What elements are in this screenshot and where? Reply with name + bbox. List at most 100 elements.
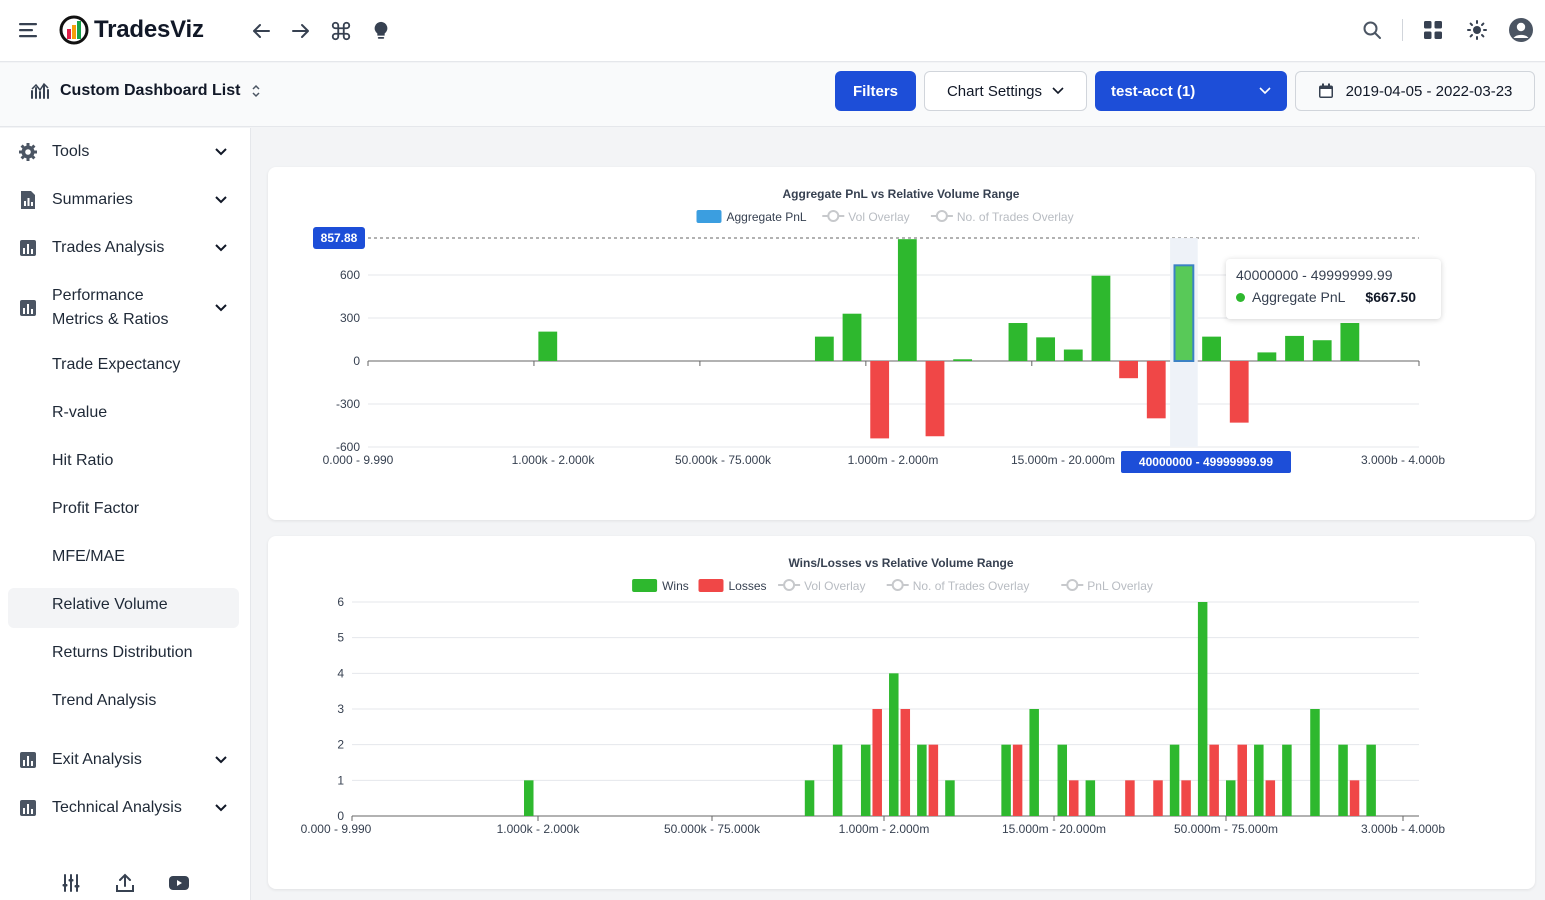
chevron-down-icon: [215, 756, 227, 764]
chart-title: Aggregate PnL vs Relative Volume Range: [783, 187, 1020, 201]
chevron-down-icon: [215, 148, 227, 156]
sidebar-subitem-relative-volume[interactable]: Relative Volume: [8, 588, 239, 628]
bar-chart-icon: [20, 752, 36, 768]
back-arrow-icon[interactable]: [248, 18, 274, 44]
y-tick-label: 600: [340, 268, 360, 282]
menu-icon[interactable]: [18, 20, 38, 40]
bar-wins: [945, 780, 955, 816]
chart-line-icon: [31, 82, 49, 99]
wins-losses-chart[interactable]: Wins/Losses vs Relative Volume Range Win…: [268, 536, 1535, 889]
sidebar-item-tools[interactable]: Tools: [8, 140, 239, 164]
x-tick-label: 3.000b - 4.000b: [1361, 453, 1445, 467]
bar: [1146, 361, 1166, 419]
x-tick-label: 15.000m - 20.000m: [1002, 822, 1106, 836]
gear-icon: [19, 143, 37, 161]
user-avatar-icon[interactable]: [1507, 16, 1535, 44]
tooltip-series-label: Aggregate PnL: [1252, 289, 1346, 305]
sidebar-item-exit-analysis[interactable]: Exit Analysis: [8, 748, 239, 772]
legend-label: Vol Overlay: [804, 579, 865, 593]
apps-grid-icon[interactable]: [1419, 16, 1447, 44]
bar: [1091, 275, 1111, 361]
search-icon[interactable]: [1358, 16, 1386, 44]
account-select[interactable]: test-acct (1): [1095, 71, 1287, 111]
bar-chart-icon: [20, 240, 36, 256]
report-icon: [21, 191, 35, 209]
bar-wins: [917, 744, 927, 816]
sidebar-subitem-profit-factor[interactable]: Profit Factor: [8, 492, 239, 532]
sidebar-item-technical-analysis[interactable]: Technical Analysis: [8, 796, 239, 820]
y-tick-label: 1: [337, 773, 344, 787]
x-tick-label: 1.000m - 2.000m: [848, 453, 939, 467]
sidebar-subitem-mfe-mae[interactable]: MFE/MAE: [8, 540, 239, 580]
sun-theme-icon[interactable]: [1463, 16, 1491, 44]
app-logo[interactable]: TradesViz: [58, 14, 204, 46]
legend-label: Wins: [662, 579, 689, 593]
youtube-icon[interactable]: [168, 872, 190, 894]
bar: [925, 361, 945, 437]
bar: [897, 239, 917, 361]
sidebar-item-trades-analysis[interactable]: Trades Analysis: [8, 236, 239, 260]
bar: [1008, 323, 1028, 361]
max-marker: [313, 227, 365, 250]
x-tick-label: 1.000k - 2.000k: [497, 822, 581, 836]
bar: [1340, 323, 1360, 361]
aggregate-pnl-chart[interactable]: Aggregate PnL vs Relative Volume Range A…: [268, 167, 1535, 520]
legend-swatch: [696, 210, 722, 223]
sliders-icon[interactable]: [60, 872, 82, 894]
legend-marker: [935, 210, 948, 222]
sidebar-item-label: Tools: [52, 143, 90, 160]
sidebar-subitem-trade-expectancy[interactable]: Trade Expectancy: [8, 348, 239, 388]
chevron-down-icon: [1052, 87, 1064, 95]
sidebar: Tools Summaries Trades Analysis Performa…: [0, 128, 251, 900]
top-navbar: TradesViz: [0, 0, 1545, 62]
bar: [1312, 340, 1332, 361]
bar-chart-icon: [20, 300, 36, 316]
sidebar-item-summaries[interactable]: Summaries: [8, 188, 239, 212]
lightbulb-icon[interactable]: [368, 18, 394, 44]
upload-icon[interactable]: [114, 872, 136, 894]
sidebar-subitem-hit-ratio[interactable]: Hit Ratio: [8, 444, 239, 484]
bar-losses: [1349, 780, 1360, 816]
chevron-down-icon: [215, 804, 227, 812]
bar: [814, 336, 834, 361]
dashboard-title: Custom Dashboard List: [60, 82, 241, 99]
y-tick-label: 6: [337, 595, 344, 609]
bar-wins: [1366, 744, 1376, 816]
sidebar-subitem-label: R-value: [52, 404, 108, 421]
bar-wins: [860, 744, 871, 816]
bar-losses: [1265, 780, 1276, 816]
legend-label: Vol Overlay: [848, 210, 909, 224]
sort-toggle-icon: [252, 84, 260, 98]
sidebar-subitem-label: Returns Distribution: [52, 644, 193, 661]
y-tick-label: -300: [336, 397, 360, 411]
legend-marker: [827, 210, 840, 222]
forward-arrow-icon[interactable]: [288, 18, 314, 44]
bar: [1063, 349, 1083, 361]
tooltip-legend-dot: [1236, 292, 1245, 302]
command-icon[interactable]: [328, 18, 354, 44]
dashboard-selector[interactable]: Custom Dashboard List: [30, 82, 262, 100]
x-tick-label: 15.000m - 20.000m: [1011, 453, 1115, 467]
bar-chart-icon: [20, 800, 36, 816]
bar-wins: [832, 744, 843, 816]
bar: [1173, 264, 1195, 362]
sidebar-subitem-trend-analysis[interactable]: Trend Analysis: [8, 684, 239, 724]
date-range-picker[interactable]: 2019-04-05 - 2022-03-23: [1295, 71, 1535, 111]
y-tick-label: 0: [353, 354, 360, 368]
y-tick-label: 0: [337, 809, 344, 823]
bar: [538, 331, 558, 361]
bar-wins: [524, 780, 534, 816]
bar-wins: [1254, 744, 1264, 816]
chart-settings-button[interactable]: Chart Settings: [924, 71, 1087, 111]
sidebar-subitem-returns-distribution[interactable]: Returns Distribution: [8, 636, 239, 676]
sidebar-item-performance-metrics[interactable]: Performance Metrics & Ratios: [8, 284, 239, 332]
sidebar-item-label: Summaries: [52, 191, 133, 208]
bar-losses: [1209, 744, 1219, 816]
chevron-down-icon: [1259, 87, 1271, 95]
bar-wins: [1057, 744, 1068, 816]
sidebar-subitem-r-value[interactable]: R-value: [8, 396, 239, 436]
bar: [1285, 335, 1304, 361]
tooltip-value: $667.50: [1365, 289, 1417, 305]
legend-swatch: [632, 579, 658, 592]
filters-button[interactable]: Filters: [835, 71, 916, 111]
